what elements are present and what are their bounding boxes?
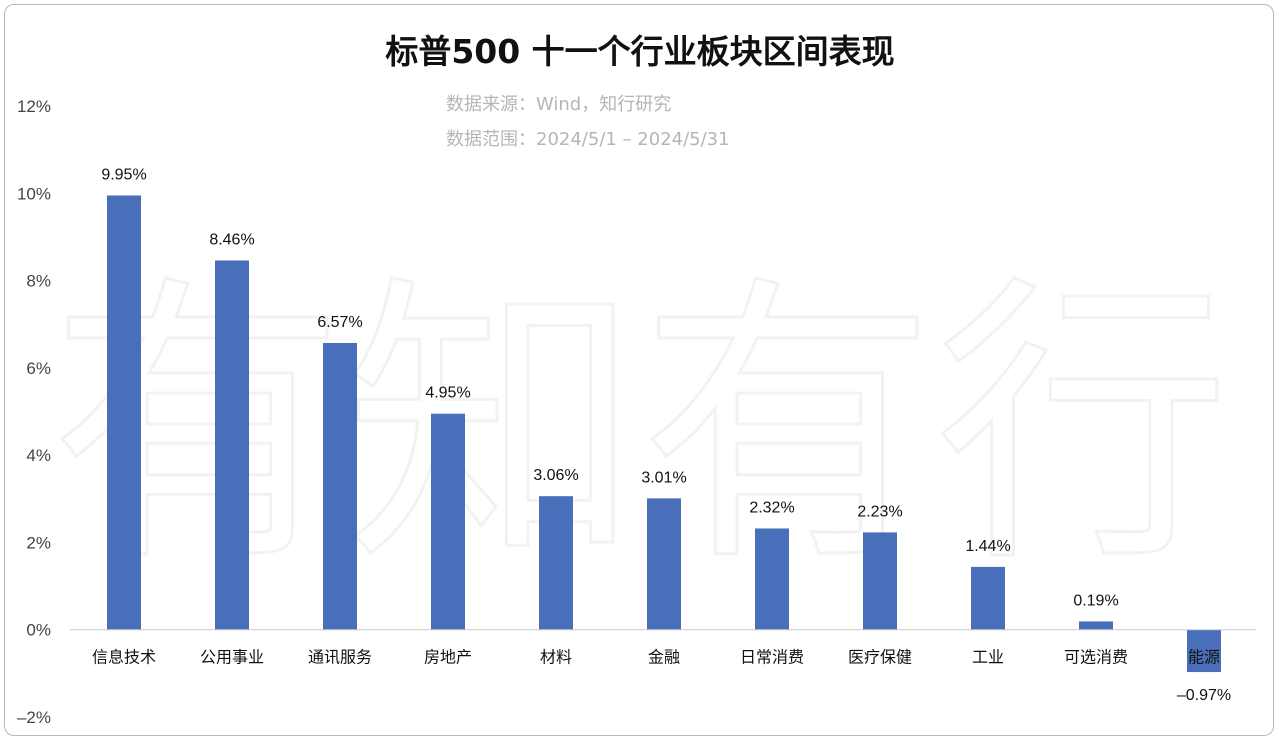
data-label: 9.95% (101, 166, 146, 183)
x-axis-ticks: 信息技术 公用事业 通讯服务 房地产 材料 金融 日常消费 医疗保健 工业 可选消费 能源 (92, 648, 1220, 667)
x-tick-label: 材料 (540, 648, 572, 667)
bar (1079, 621, 1113, 630)
data-label: –0.97% (1177, 687, 1231, 704)
bar (431, 413, 465, 630)
y-tick-label: 6% (26, 359, 51, 378)
y-axis-ticks: 12% 10% 8% 6% 4% 2% 0% –2% (17, 97, 51, 727)
y-tick-label: 12% (17, 97, 51, 116)
bar (107, 195, 141, 630)
x-tick-label: 信息技术 (92, 648, 156, 667)
x-tick-label: 医疗保健 (848, 648, 912, 667)
bar (863, 532, 897, 630)
data-labels: 9.95% 8.46% 6.57% 4.95% 3.06% 3.01% 2.32% 2.23%… (101, 166, 1231, 704)
bar (1187, 629, 1221, 673)
chart-title: 标普500 十一个行业板块区间表现 (385, 32, 894, 71)
bar (215, 260, 249, 630)
y-tick-label: 4% (26, 446, 51, 465)
x-tick-label: 通讯服务 (308, 648, 372, 667)
x-tick-label: 金融 (648, 648, 680, 667)
data-label: 2.32% (749, 499, 794, 516)
x-tick-label: 可选消费 (1064, 648, 1128, 667)
x-tick-label: 工业 (972, 648, 1004, 667)
y-tick-label: 0% (26, 621, 51, 640)
data-label: 4.95% (425, 385, 470, 402)
bar (539, 496, 573, 630)
y-tick-label: 2% (26, 533, 51, 552)
data-label: 2.23% (857, 503, 902, 520)
y-tick-label: 8% (26, 272, 51, 291)
data-label: 1.44% (965, 538, 1010, 555)
bar (323, 342, 357, 630)
y-tick-label: 10% (17, 184, 51, 203)
x-tick-label: 房地产 (424, 648, 472, 667)
data-label: 3.01% (641, 469, 686, 486)
bar (647, 498, 681, 630)
bars (107, 195, 1221, 673)
bar (755, 528, 789, 630)
x-tick-label: 公用事业 (200, 648, 264, 667)
data-label: 8.46% (209, 231, 254, 248)
data-label: 0.19% (1073, 592, 1118, 609)
bar (971, 566, 1005, 630)
x-tick-label: 日常消费 (740, 648, 804, 667)
chart-date-range-note: 数据范围：2024/5/1 – 2024/5/31 (446, 129, 730, 150)
data-label: 6.57% (317, 314, 362, 331)
chart-source-note: 数据来源：Wind，知行研究 (446, 94, 671, 115)
y-tick-label: –2% (17, 708, 51, 727)
x-tick-label: 能源 (1188, 648, 1220, 667)
data-label: 3.06% (533, 467, 578, 484)
